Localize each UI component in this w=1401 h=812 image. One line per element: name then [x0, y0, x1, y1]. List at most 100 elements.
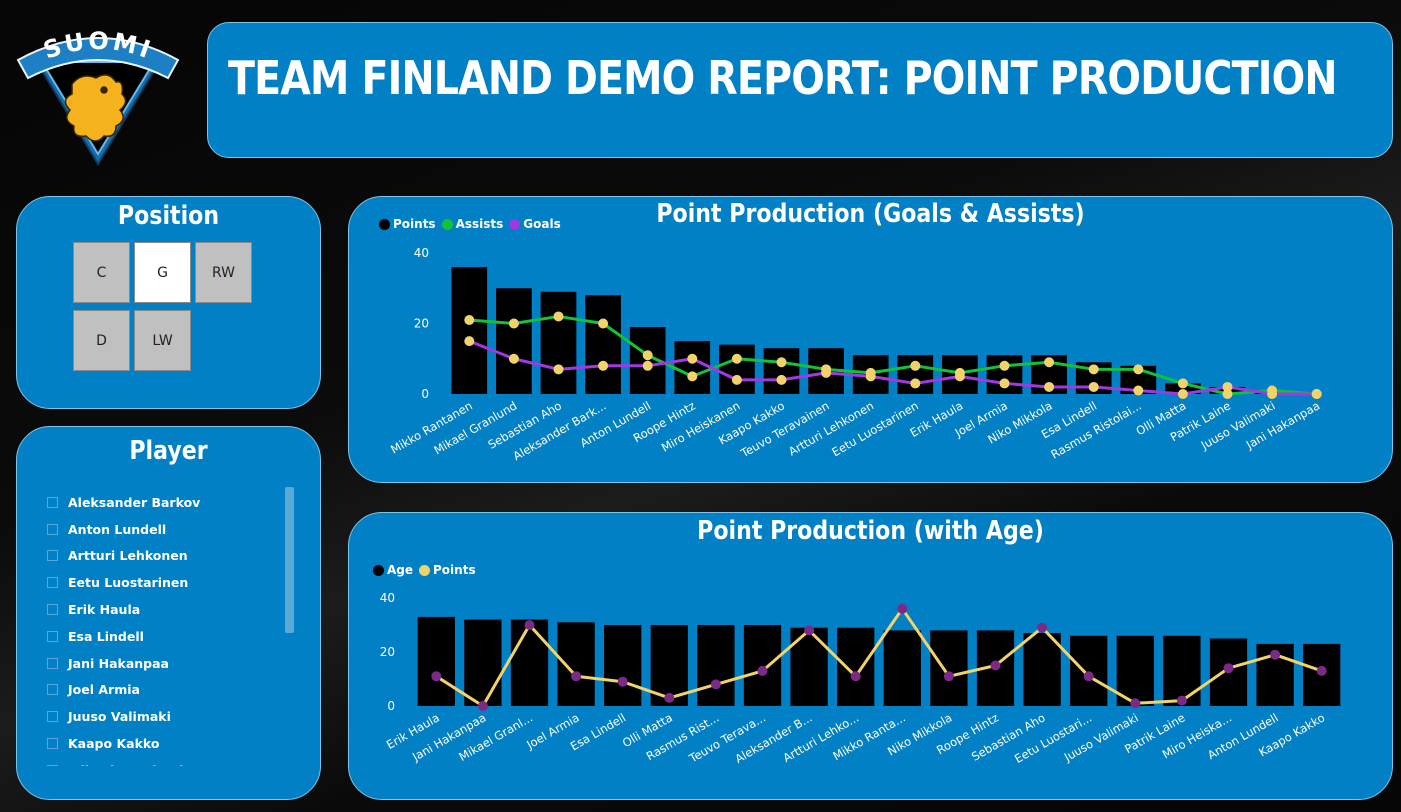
marker-goals: [1088, 381, 1099, 392]
player-name: Kaapo Kakko: [68, 736, 160, 752]
player-item[interactable]: Anton Lundell: [47, 516, 287, 543]
position-slicer-title: Position: [117, 201, 220, 231]
marker-points: [1270, 649, 1281, 660]
bar-age: [1163, 635, 1201, 706]
marker-goals: [910, 378, 921, 389]
marker-goals: [1044, 381, 1055, 392]
marker-assists: [553, 311, 564, 322]
bar-age: [1116, 635, 1154, 706]
bar-age: [743, 625, 782, 706]
bar-age: [883, 630, 921, 706]
goals-assists-chart-panel: Point Production (Goals & Assists) Point…: [348, 196, 1393, 483]
player-checkbox[interactable]: [47, 764, 58, 766]
marker-points: [1130, 698, 1141, 709]
player-slicer: Player Aleksander Barkov Anton Lundell Art…: [16, 426, 321, 800]
marker-points: [897, 603, 908, 614]
header-banner: TEAM FINLAND DEMO REPORT: POINT PRODUCTI…: [207, 22, 1393, 158]
player-item[interactable]: Artturi Lehkonen: [47, 543, 287, 570]
player-checkbox[interactable]: [47, 630, 58, 642]
legend-item-points[interactable]: Points: [419, 563, 476, 577]
player-checkbox[interactable]: [47, 496, 58, 508]
y-tick-label: 20: [414, 317, 429, 331]
marker-assists: [999, 360, 1010, 371]
legend-item-assists[interactable]: Assists: [441, 217, 503, 231]
marker-goals: [1133, 385, 1144, 396]
position-option-c[interactable]: C: [73, 242, 130, 303]
y-tick-label: 40: [380, 591, 395, 605]
position-option-d[interactable]: D: [73, 310, 130, 371]
player-item[interactable]: Joel Armia: [47, 677, 287, 704]
marker-points: [1176, 695, 1187, 706]
player-item[interactable]: Juuso Valimaki: [47, 703, 287, 730]
marker-goals: [508, 353, 519, 364]
bar-points: [585, 295, 621, 394]
position-option-rw[interactable]: RW: [195, 242, 252, 303]
marker-assists: [1177, 378, 1188, 389]
marker-assists: [598, 318, 609, 329]
player-checkbox[interactable]: [47, 711, 58, 723]
player-item[interactable]: Erik Haula: [47, 596, 287, 623]
legend-item-points[interactable]: Points: [379, 217, 436, 231]
marker-assists: [1044, 357, 1055, 368]
marker-points: [571, 671, 582, 682]
marker-points: [617, 676, 628, 687]
player-list-scrollbar[interactable]: [285, 487, 294, 633]
player-checkbox[interactable]: [47, 657, 58, 669]
bar-points: [674, 341, 711, 394]
marker-goals: [731, 374, 742, 385]
marker-goals: [553, 364, 564, 375]
legend-item-goals[interactable]: Goals: [509, 217, 561, 231]
player-item[interactable]: Kaapo Kakko: [47, 730, 287, 757]
report-title: TEAM FINLAND DEMO REPORT: POINT PRODUCTI…: [228, 51, 1337, 105]
player-item[interactable]: Aleksander Barkov: [47, 489, 287, 516]
marker-goals: [464, 336, 475, 347]
player-checkbox[interactable]: [47, 523, 58, 535]
marker-goals: [776, 374, 787, 385]
bar-points: [451, 267, 488, 394]
age-chart-panel: Point Production (with Age) Age Points 0…: [348, 512, 1393, 800]
bar-age: [790, 627, 828, 706]
marker-points: [524, 620, 535, 630]
marker-goals: [642, 360, 653, 371]
legend-item-age[interactable]: Age: [373, 563, 413, 577]
player-item[interactable]: Esa Lindell: [47, 623, 287, 650]
player-name: Jani Hakanpaa: [68, 655, 169, 671]
player-name: Mikael Granlund: [68, 763, 183, 766]
marker-goals: [1267, 389, 1278, 399]
position-option-lw[interactable]: LW: [134, 310, 191, 371]
line-points: [435, 607, 1323, 708]
lion-icon: [64, 74, 127, 142]
bar-age: [837, 627, 875, 706]
player-item[interactable]: Mikael Granlund: [47, 757, 287, 766]
player-checkbox[interactable]: [47, 604, 58, 616]
position-option-g[interactable]: G: [134, 242, 191, 303]
player-checkbox[interactable]: [47, 550, 58, 562]
player-list[interactable]: Aleksander Barkov Anton Lundell Artturi Le…: [47, 489, 287, 766]
player-checkbox[interactable]: [47, 577, 58, 589]
bar-points: [719, 344, 755, 394]
position-slicer: Position C G RW D LW: [16, 196, 321, 409]
suomi-logo: SUOMI: [16, 27, 180, 166]
player-checkbox[interactable]: [47, 684, 58, 696]
marker-goals: [687, 353, 698, 364]
bar-age: [464, 619, 502, 706]
bar-age: [1023, 633, 1061, 706]
chart2-legend: Age Points: [373, 563, 482, 577]
chart2-title: Point Production (with Age): [697, 516, 1044, 546]
player-name: Juuso Valimaki: [68, 709, 171, 725]
player-item[interactable]: Eetu Luostarinen: [47, 569, 287, 596]
marker-points: [943, 671, 954, 682]
marker-goals: [598, 360, 609, 371]
marker-assists: [731, 353, 742, 364]
marker-goals: [821, 367, 832, 378]
bar-age: [510, 619, 549, 706]
bar-points: [1165, 383, 1201, 394]
player-checkbox[interactable]: [47, 738, 58, 750]
line-goals: [468, 339, 1317, 396]
y-tick-label: 0: [387, 699, 395, 713]
player-item[interactable]: Jani Hakanpaa: [47, 650, 287, 677]
marker-goals: [1311, 389, 1322, 399]
marker-assists: [776, 357, 787, 368]
